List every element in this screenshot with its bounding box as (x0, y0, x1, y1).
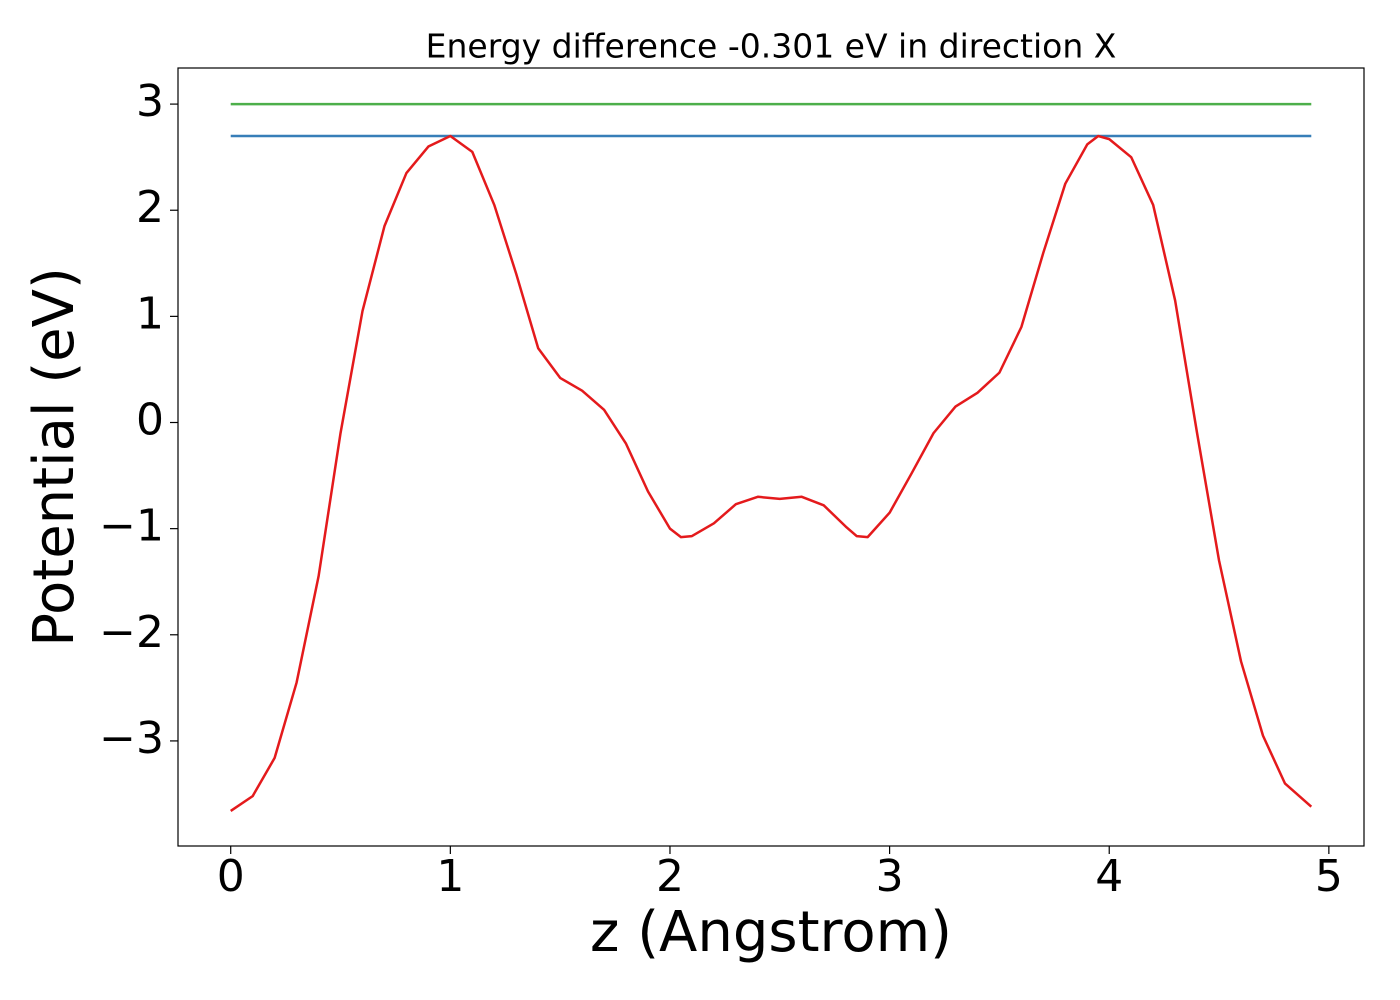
x-axis-label: z (Angstrom) (590, 900, 952, 965)
plot-frame (177, 67, 1365, 847)
y-tick-label: 1 (136, 288, 164, 339)
x-tick-label: 3 (876, 851, 904, 902)
y-tick-label: 0 (136, 395, 164, 446)
x-tick-label: 5 (1315, 851, 1343, 902)
y-tick-label: 2 (136, 182, 164, 233)
y-axis-label: Potential (eV) (22, 267, 87, 647)
x-tick-label: 2 (656, 851, 684, 902)
y-tick-label: 3 (136, 76, 164, 127)
y-tick-label: −3 (99, 713, 164, 764)
x-tick-label: 4 (1095, 851, 1123, 902)
y-tick-label: −1 (99, 501, 164, 552)
chart-title: Energy difference -0.301 eV in direction… (426, 27, 1117, 66)
x-tick-label: 1 (436, 851, 464, 902)
series-line (230, 134, 1313, 813)
x-tick-label: 0 (217, 851, 245, 902)
y-tick-label: −2 (99, 607, 164, 658)
